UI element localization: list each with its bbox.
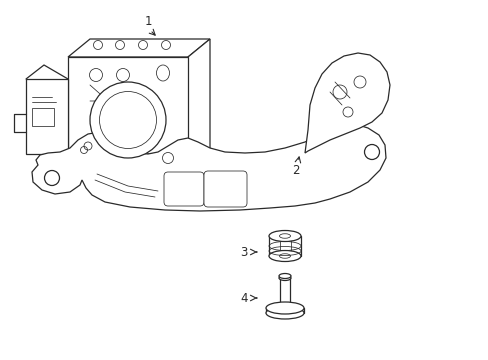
Text: 3: 3 xyxy=(240,246,247,258)
Text: 1: 1 xyxy=(144,15,151,28)
Text: 4: 4 xyxy=(240,292,247,305)
Text: 2: 2 xyxy=(292,164,299,177)
Circle shape xyxy=(90,82,165,158)
Ellipse shape xyxy=(279,275,290,280)
Ellipse shape xyxy=(265,307,304,319)
Polygon shape xyxy=(26,79,68,154)
Polygon shape xyxy=(68,57,187,172)
Polygon shape xyxy=(32,124,385,211)
Polygon shape xyxy=(68,154,209,172)
Polygon shape xyxy=(187,39,209,172)
Ellipse shape xyxy=(265,302,304,314)
Polygon shape xyxy=(68,39,209,57)
Polygon shape xyxy=(305,53,389,153)
Ellipse shape xyxy=(279,274,290,279)
FancyBboxPatch shape xyxy=(163,172,203,206)
Bar xyxy=(32,108,54,126)
FancyBboxPatch shape xyxy=(203,171,246,207)
Ellipse shape xyxy=(268,230,301,242)
Ellipse shape xyxy=(268,251,301,261)
